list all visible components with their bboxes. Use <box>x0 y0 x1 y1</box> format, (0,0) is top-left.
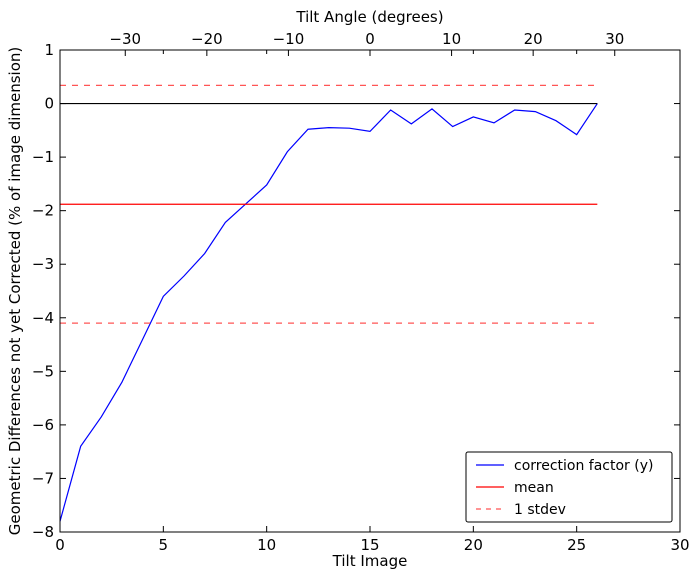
top-x-tick-label: 30 <box>605 30 624 48</box>
y-tick-label: 1 <box>44 41 54 59</box>
x-tick-label: 0 <box>55 536 65 554</box>
x-tick-label: 10 <box>257 536 276 554</box>
top-x-tick-label: −30 <box>109 30 141 48</box>
y-tick-label: 0 <box>44 95 54 113</box>
series-layer <box>59 84 598 522</box>
y-tick-label: −2 <box>32 202 54 220</box>
legend-label-0: correction factor (y) <box>514 458 653 474</box>
series-correction-factor-y <box>59 103 598 522</box>
y-tick-label: −1 <box>32 148 54 166</box>
top-x-tick-label: −20 <box>191 30 223 48</box>
top-x-tick-label: 10 <box>442 30 461 48</box>
y-axis: 1 0 −1 −2 −3 −4 −5 −6 −7 −8 <box>32 41 680 541</box>
top-x-tick-label: 20 <box>524 30 543 48</box>
x-tick-label: 5 <box>159 536 169 554</box>
y-tick-label: −3 <box>32 255 54 273</box>
top-x-axis-label: Tilt Angle (degrees) <box>295 8 443 26</box>
y-tick-label: −8 <box>32 523 54 541</box>
y-tick-label: −5 <box>32 362 54 380</box>
y-tick-label: −7 <box>32 469 54 487</box>
x-tick-label: 20 <box>464 536 483 554</box>
legend: correction factor (y) mean 1 stdev <box>465 451 673 523</box>
top-x-tick-label: 0 <box>365 30 375 48</box>
top-x-axis: −30 −20 −10 0 10 20 30 <box>109 30 624 56</box>
top-x-tick-label: −10 <box>273 30 305 48</box>
x-axis-label: Tilt Image <box>332 552 408 570</box>
legend-box <box>465 451 673 523</box>
x-tick-label: 30 <box>670 536 689 554</box>
y-axis-label: Geometric Differences not yet Corrected … <box>6 47 24 536</box>
y-tick-label: −4 <box>32 309 54 327</box>
legend-label-2: 1 stdev <box>514 502 566 518</box>
y-tick-label: −6 <box>32 416 54 434</box>
x-tick-label: 15 <box>360 536 379 554</box>
legend-label-1: mean <box>514 480 554 496</box>
x-tick-label: 25 <box>567 536 586 554</box>
bottom-x-axis: 0 5 10 15 20 25 30 <box>55 50 690 554</box>
